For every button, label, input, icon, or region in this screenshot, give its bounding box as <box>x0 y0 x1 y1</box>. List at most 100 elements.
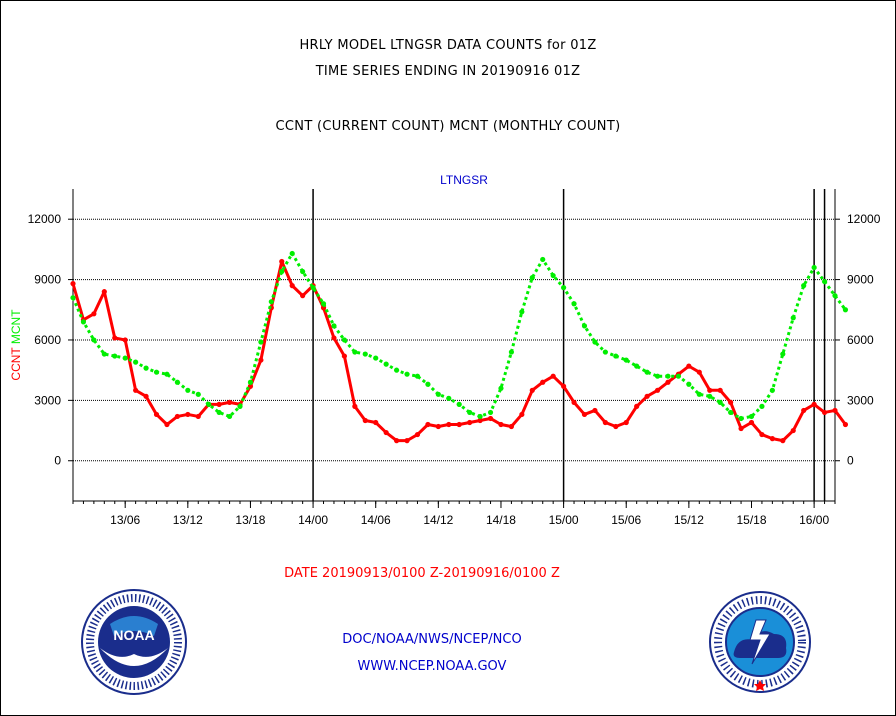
data-point-ccnt <box>602 419 608 426</box>
x-tick-label: 15/06 <box>611 513 641 527</box>
chart-title-line2: TIME SERIES ENDING IN 20190916 01Z <box>315 64 581 79</box>
y-tick-label-left: 6000 <box>34 333 61 347</box>
x-tick-label: 13/18 <box>235 513 265 527</box>
data-point-ccnt <box>686 363 692 369</box>
data-point-ccnt <box>654 387 661 393</box>
data-point-ccnt <box>801 407 807 414</box>
data-point-mcnt <box>393 367 400 373</box>
data-point-ccnt <box>446 421 452 428</box>
data-point-ccnt <box>665 379 671 385</box>
data-point-mcnt <box>748 413 755 420</box>
y-tick-label-right: 3000 <box>847 393 874 407</box>
data-point-mcnt <box>707 393 713 399</box>
data-point-mcnt <box>206 401 212 407</box>
data-point-ccnt <box>153 411 160 418</box>
data-point-mcnt <box>634 363 640 369</box>
y-tick-label-right: 0 <box>847 454 854 468</box>
data-point-ccnt <box>790 427 796 434</box>
data-point-ccnt <box>477 417 483 424</box>
data-point-ccnt <box>300 293 306 299</box>
data-point-mcnt <box>352 349 358 355</box>
data-point-mcnt <box>717 399 723 405</box>
data-point-mcnt <box>164 371 170 377</box>
data-point-ccnt <box>435 423 441 430</box>
data-point-mcnt <box>686 381 692 387</box>
data-point-ccnt <box>738 425 744 432</box>
data-point-mcnt <box>487 409 494 416</box>
x-tick-label: 13/12 <box>173 513 203 527</box>
data-point-ccnt <box>404 438 410 444</box>
data-point-ccnt <box>728 399 734 405</box>
data-point-ccnt <box>164 421 170 428</box>
data-point-ccnt <box>759 431 765 438</box>
date-range-label: DATE 20190913/0100 Z-20190916/0100 Z <box>284 566 560 581</box>
data-point-mcnt <box>122 355 128 361</box>
data-point-ccnt <box>216 401 222 407</box>
data-point-mcnt <box>133 359 139 365</box>
data-point-mcnt <box>331 323 337 329</box>
url-link[interactable]: WWW.NCEP.NOAA.GOV <box>357 659 507 674</box>
data-point-mcnt <box>435 391 441 397</box>
data-point-ccnt <box>122 337 128 343</box>
data-point-mcnt <box>247 379 254 385</box>
data-point-mcnt <box>592 339 598 345</box>
data-point-mcnt <box>153 369 160 375</box>
y-tick-label-right: 12000 <box>847 212 881 226</box>
data-point-mcnt <box>383 361 389 367</box>
data-point-mcnt <box>498 385 504 391</box>
data-point-mcnt <box>425 381 431 387</box>
data-point-mcnt <box>70 295 76 301</box>
data-point-ccnt <box>362 417 368 424</box>
data-point-mcnt <box>300 268 306 275</box>
data-point-mcnt <box>268 299 274 305</box>
data-point-mcnt <box>581 323 588 329</box>
data-point-ccnt <box>519 411 525 418</box>
data-point-mcnt <box>801 283 807 289</box>
data-point-mcnt <box>728 409 734 416</box>
credit-link[interactable]: DOC/NOAA/NWS/NCEP/NCO <box>342 632 522 647</box>
data-point-ccnt <box>550 373 556 379</box>
y-axis-label: CCNT MCNT <box>9 309 23 381</box>
x-tick-label: 14/18 <box>486 513 516 527</box>
data-point-mcnt <box>811 264 817 271</box>
data-point-mcnt <box>320 301 327 307</box>
data-point-mcnt <box>226 413 233 420</box>
data-point-ccnt <box>91 311 97 317</box>
data-point-ccnt <box>414 431 421 438</box>
data-point-mcnt <box>769 387 775 393</box>
data-point-ccnt <box>143 393 149 399</box>
data-point-ccnt <box>456 421 462 428</box>
data-point-ccnt <box>373 419 379 426</box>
data-point-mcnt <box>373 355 379 361</box>
x-tick-label: 15/18 <box>736 513 766 527</box>
data-point-mcnt <box>289 250 295 257</box>
y-tick-label-left: 3000 <box>34 393 61 407</box>
data-point-mcnt <box>613 353 619 359</box>
data-point-ccnt <box>623 419 629 426</box>
data-point-mcnt <box>561 285 567 291</box>
data-point-mcnt <box>759 403 765 409</box>
data-point-ccnt <box>133 387 139 393</box>
data-point-ccnt <box>341 353 347 359</box>
data-point-ccnt <box>842 421 849 428</box>
data-point-mcnt <box>790 315 796 321</box>
data-point-ccnt <box>425 421 431 428</box>
data-point-ccnt <box>289 283 295 289</box>
data-point-ccnt <box>174 413 180 420</box>
y-label-ccnt: CCNT <box>9 344 23 380</box>
y-tick-label-left: 0 <box>54 454 61 468</box>
y-tick-label-right: 6000 <box>847 333 874 347</box>
data-point-mcnt <box>832 293 838 299</box>
data-point-ccnt <box>832 407 838 414</box>
data-point-mcnt <box>174 379 180 385</box>
x-tick-label: 16/00 <box>799 513 829 527</box>
data-point-ccnt <box>634 403 640 409</box>
data-point-mcnt <box>842 307 849 313</box>
data-point-ccnt <box>498 421 504 428</box>
data-point-ccnt <box>195 413 201 420</box>
x-tick-label: 15/00 <box>549 513 579 527</box>
data-point-ccnt <box>707 387 713 393</box>
data-point-mcnt <box>571 301 577 307</box>
data-point-ccnt <box>571 399 577 405</box>
